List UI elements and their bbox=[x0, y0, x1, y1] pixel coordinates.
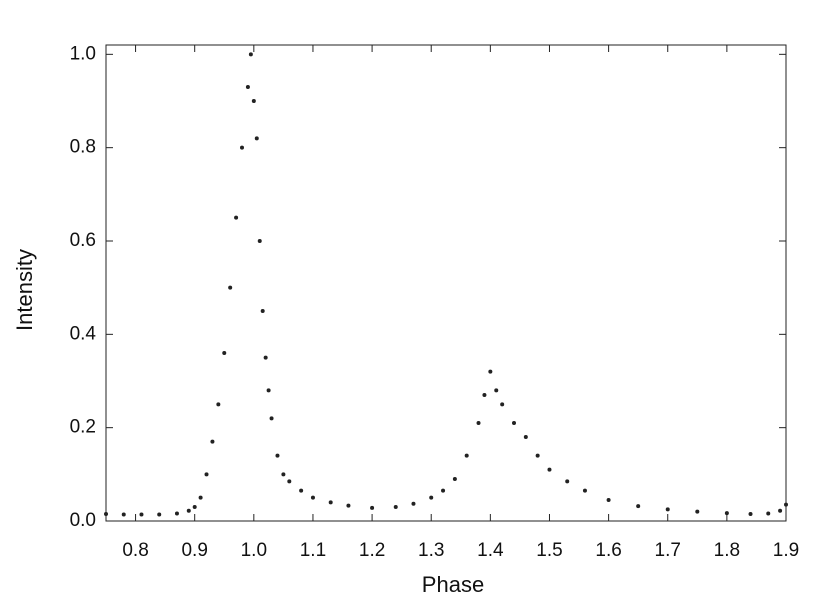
data-point bbox=[500, 402, 505, 407]
x-tick-label: 1.5 bbox=[536, 540, 562, 561]
data-point bbox=[582, 488, 587, 493]
data-point bbox=[260, 309, 265, 313]
data-point bbox=[724, 511, 729, 516]
data-point bbox=[299, 488, 304, 493]
data-point bbox=[275, 453, 280, 458]
data-point bbox=[547, 467, 552, 472]
data-point bbox=[204, 472, 209, 477]
data-point bbox=[257, 239, 262, 243]
data-point bbox=[251, 99, 256, 103]
data-point bbox=[192, 505, 197, 509]
data-point bbox=[494, 388, 499, 393]
data-point bbox=[240, 145, 244, 150]
data-point bbox=[636, 504, 641, 509]
data-point bbox=[464, 453, 469, 458]
data-point bbox=[139, 512, 144, 517]
x-tick-label: 1.3 bbox=[418, 540, 444, 561]
x-tick-label: 0.9 bbox=[181, 540, 207, 561]
data-point bbox=[248, 52, 253, 57]
data-point bbox=[606, 498, 611, 502]
data-point bbox=[441, 488, 446, 493]
x-tick-label: 1.4 bbox=[477, 540, 504, 561]
data-point bbox=[393, 505, 398, 509]
data-point bbox=[523, 435, 528, 439]
data-point bbox=[198, 495, 203, 500]
data-point bbox=[228, 285, 233, 290]
data-point bbox=[234, 215, 239, 220]
y-tick-label: 0.8 bbox=[70, 137, 96, 158]
data-point bbox=[222, 351, 227, 355]
x-tick-label: 1.1 bbox=[300, 540, 326, 561]
data-point bbox=[254, 136, 259, 141]
data-point bbox=[476, 421, 481, 425]
data-point bbox=[121, 512, 126, 517]
y-axis-label: Intensity bbox=[12, 249, 37, 331]
data-point bbox=[210, 439, 215, 444]
y-tick-label: 0.6 bbox=[70, 230, 96, 251]
data-point bbox=[482, 393, 487, 397]
x-axis-label: Phase bbox=[422, 572, 484, 597]
data-point bbox=[695, 509, 700, 514]
data-point bbox=[370, 505, 375, 510]
data-point bbox=[157, 512, 162, 517]
data-point bbox=[346, 503, 351, 508]
data-point bbox=[784, 502, 788, 507]
x-tick-label: 1.2 bbox=[359, 540, 385, 561]
data-point bbox=[216, 402, 221, 407]
data-point bbox=[174, 511, 179, 516]
y-tick-label: 1.0 bbox=[70, 43, 96, 64]
data-point bbox=[104, 512, 108, 516]
data-point bbox=[263, 355, 268, 360]
x-tick-label: 1.9 bbox=[773, 540, 799, 561]
data-point bbox=[488, 369, 493, 374]
y-tick-label: 0.4 bbox=[70, 323, 97, 344]
data-point bbox=[748, 512, 753, 516]
data-point bbox=[328, 500, 333, 505]
x-tick-label: 1.0 bbox=[241, 540, 267, 561]
data-point bbox=[411, 501, 416, 506]
data-point bbox=[452, 477, 457, 481]
data-point bbox=[186, 508, 191, 513]
data-point bbox=[766, 511, 771, 516]
data-point bbox=[665, 507, 670, 512]
x-tick-label: 1.6 bbox=[595, 540, 621, 561]
data-point bbox=[429, 495, 434, 500]
data-point bbox=[281, 472, 286, 477]
x-tick-label: 0.8 bbox=[122, 540, 148, 561]
data-point bbox=[266, 388, 271, 393]
data-point bbox=[245, 85, 250, 89]
y-tick-label: 0.0 bbox=[70, 510, 96, 531]
data-point bbox=[778, 508, 783, 513]
data-point bbox=[310, 495, 315, 500]
x-tick-label: 1.8 bbox=[714, 540, 740, 561]
data-point bbox=[287, 479, 292, 484]
x-tick-label: 1.7 bbox=[655, 540, 681, 561]
data-point bbox=[269, 416, 274, 421]
data-point bbox=[535, 453, 540, 458]
data-point bbox=[512, 421, 516, 425]
data-point bbox=[565, 479, 570, 484]
plot-frame bbox=[105, 44, 787, 522]
y-tick-label: 0.2 bbox=[70, 417, 96, 438]
